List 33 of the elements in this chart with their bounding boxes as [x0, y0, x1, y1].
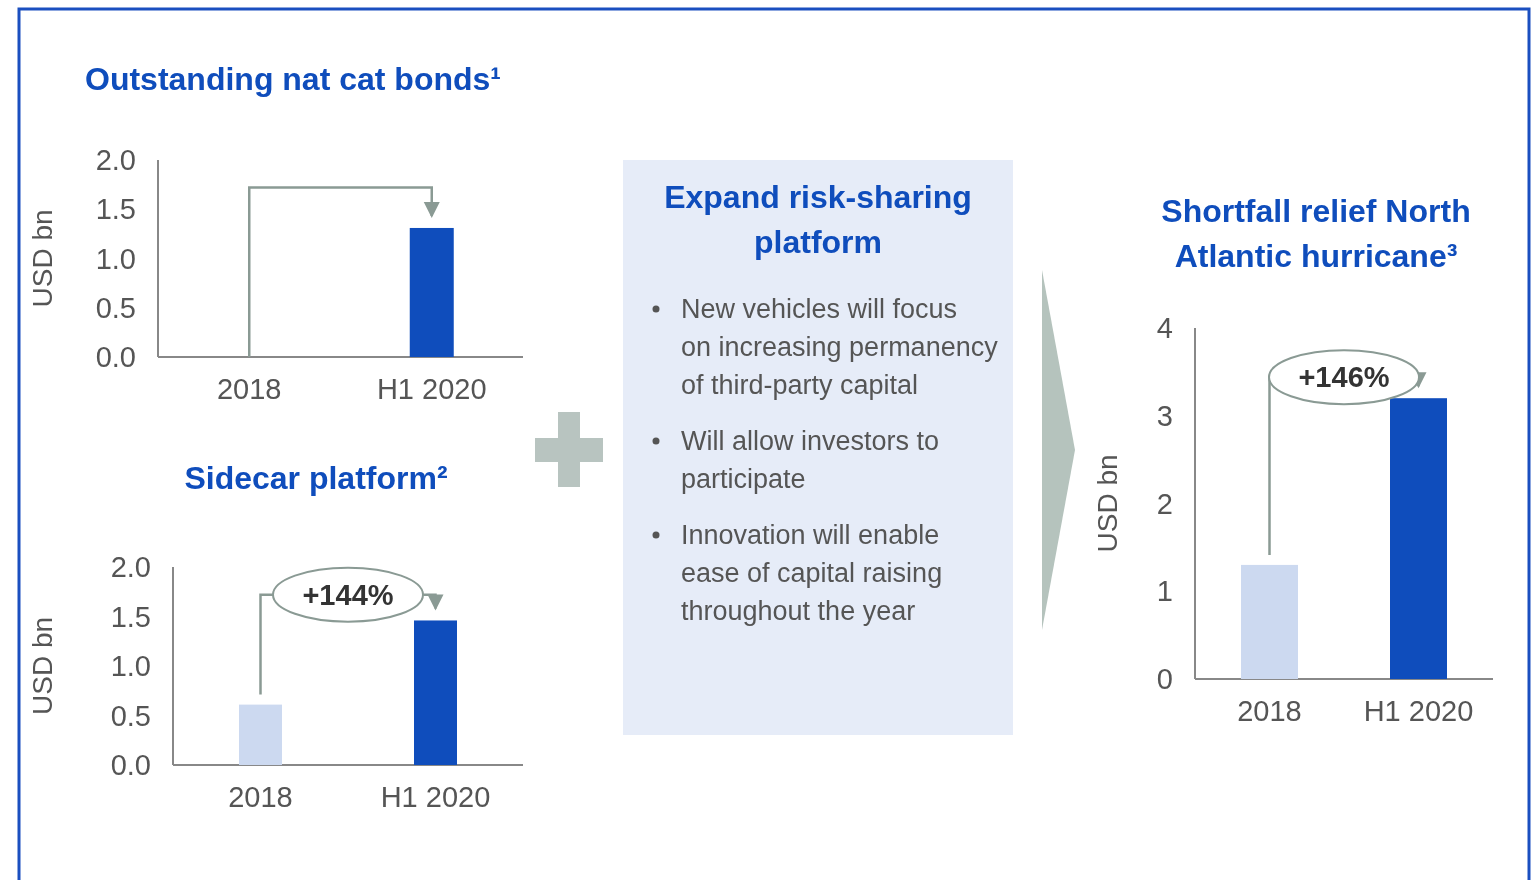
y-tick-label: 0.5	[95, 291, 136, 324]
y-axis-title: USD bn	[27, 616, 58, 716]
y-axis-title: USD bn	[1092, 454, 1123, 553]
chart-title: Shortfall relief North Atlantic hurricane³	[1161, 193, 1471, 274]
y-tick-label: 1.0	[95, 242, 136, 275]
text: Expand risk-sharing platform	[664, 179, 972, 260]
x-tick-label: H1 2020	[380, 781, 491, 813]
chart-title: Sidecar platform²	[184, 460, 448, 496]
y-tick-label: 1.5	[110, 600, 151, 633]
x-tick-label: 2018	[216, 373, 282, 405]
y-tick-label: 4	[1156, 312, 1173, 345]
x-tick-label: H1 2020	[1363, 695, 1474, 727]
y-tick-label: 1	[1156, 575, 1173, 608]
chart-title: Outstanding nat cat bonds¹	[85, 61, 501, 97]
y-axis-title: USD bn	[27, 209, 58, 308]
y-tick-label: 0.0	[95, 341, 136, 374]
y-tick-label: 1.0	[110, 650, 151, 683]
x-tick-label: 2018	[1237, 695, 1302, 727]
y-tick-label: 0	[1156, 663, 1173, 696]
annotation: +144%	[302, 578, 394, 611]
text: New vehicles will focus on increasing permanency of third-party capital	[681, 294, 999, 400]
text: Will allow investors to participate	[681, 426, 940, 494]
y-tick-label: 0.5	[110, 699, 151, 732]
y-tick-label: 1.5	[95, 193, 136, 226]
y-tick-label: 2.0	[110, 551, 151, 584]
y-tick-label: 0.0	[110, 749, 151, 782]
y-tick-label: 2	[1156, 487, 1173, 520]
annotation: +146%	[1298, 361, 1390, 394]
y-tick-label: 2.0	[95, 144, 136, 177]
text: Innovation will enable ease of capital raising throughout the year	[681, 520, 943, 626]
x-tick-label: 2018	[228, 781, 293, 813]
y-tick-label: 3	[1156, 399, 1173, 432]
x-tick-label: H1 2020	[376, 373, 487, 405]
